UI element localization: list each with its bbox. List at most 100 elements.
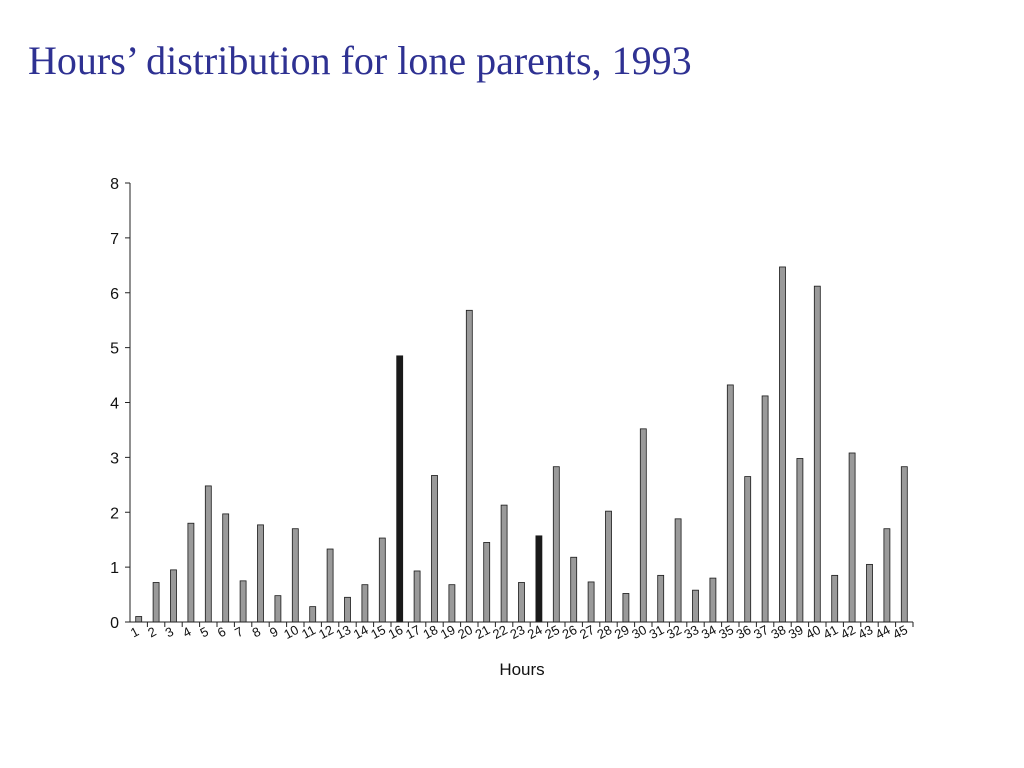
- bar-hours-10: [291, 528, 299, 623]
- x-tick-label: 4: [180, 624, 193, 641]
- x-axis: 1 2 3 4 5 6 7 8 9 1011121314151617181920212223242…: [128, 621, 914, 642]
- x-tick-label: 43: [855, 622, 875, 642]
- y-axis: 0 1 2 3 4 5 6 7 8: [110, 176, 131, 632]
- bar-hours-45: [900, 466, 908, 623]
- x-tick-label: 44: [873, 622, 893, 642]
- x-tick-label: 42: [838, 622, 858, 642]
- x-tick-label: 6: [215, 624, 228, 641]
- x-tick-label: 24: [525, 622, 545, 642]
- x-tick-label: 40: [803, 622, 823, 642]
- x-tick-label: 5: [197, 624, 210, 641]
- x-tick-label: 33: [681, 622, 701, 642]
- x-tick-label: 9: [267, 624, 280, 641]
- x-tick-label: 35: [716, 622, 736, 642]
- bar-hours-25: [552, 466, 560, 623]
- x-tick-label: 41: [821, 622, 841, 642]
- bar-hours-5: [204, 485, 212, 623]
- y-tick-label: 2: [110, 505, 119, 522]
- x-tick-label: 10: [281, 622, 301, 642]
- bar-hours-7: [239, 580, 247, 623]
- x-tick-label: 25: [542, 622, 562, 642]
- bar-hours-37: [761, 395, 769, 623]
- bar-hours-3: [170, 569, 177, 623]
- bar-hours-36: [744, 476, 752, 623]
- bar-hours-8: [257, 524, 264, 623]
- bar-hours-13: [344, 596, 351, 623]
- bar-hours-17: [413, 570, 421, 623]
- x-axis-label: Hours: [499, 660, 544, 679]
- x-tick-label: 2: [145, 624, 158, 641]
- y-tick-label: 4: [110, 396, 119, 413]
- x-tick-label: 12: [316, 622, 336, 642]
- bar-hours-1: [135, 616, 143, 623]
- x-tick-label: 27: [577, 622, 597, 642]
- x-tick-label: 31: [647, 622, 667, 642]
- y-tick-label: 7: [110, 231, 119, 248]
- bar-hours-4: [187, 522, 195, 623]
- bars: [135, 266, 908, 623]
- x-tick-label: 1: [128, 624, 141, 641]
- x-tick-label: 29: [612, 622, 632, 642]
- bar-hours-30: [639, 428, 647, 623]
- y-tick-label: 5: [110, 341, 119, 358]
- bar-hours-12: [326, 548, 334, 623]
- bar-hours-11: [309, 606, 317, 623]
- y-tick-label: 8: [110, 176, 119, 193]
- y-tick-label: 1: [110, 560, 119, 577]
- bar-hours-43: [866, 563, 873, 623]
- bar-hours-33: [692, 589, 699, 623]
- x-tick-label: 16: [386, 622, 406, 642]
- bar-hours-26: [570, 556, 578, 623]
- x-tick-label: 36: [734, 622, 754, 642]
- x-tick-label: 22: [490, 622, 510, 642]
- x-tick-label: 30: [629, 622, 649, 642]
- bar-hours-21: [483, 542, 491, 623]
- y-tick-label: 0: [110, 615, 119, 632]
- bar-hours-27: [587, 581, 595, 623]
- bar-hours-41: [831, 574, 839, 623]
- x-tick-label: 14: [351, 622, 371, 642]
- x-tick-label: 39: [786, 622, 806, 642]
- bar-hours-22: [500, 504, 508, 623]
- x-tick-label: 20: [455, 622, 475, 642]
- bar-hours-14: [361, 584, 369, 623]
- x-tick-label: 45: [890, 622, 910, 642]
- bar-hours-24: [535, 535, 543, 623]
- x-tick-label: 38: [768, 622, 788, 642]
- x-tick-label: 15: [368, 622, 388, 642]
- x-tick-label: 8: [250, 624, 263, 641]
- bar-hours-40: [813, 285, 821, 623]
- x-tick-label: 18: [420, 622, 440, 642]
- bar-hours-15: [378, 537, 386, 623]
- x-tick-label: 21: [473, 622, 493, 642]
- x-tick-label: 28: [594, 622, 614, 642]
- bar-hours-34: [709, 577, 717, 623]
- x-tick-label: 17: [403, 622, 423, 642]
- bar-hours-19: [448, 584, 456, 623]
- x-tick-label: 37: [751, 622, 771, 642]
- bar-hours-31: [657, 574, 665, 623]
- x-tick-label: 32: [664, 622, 684, 642]
- bar-hours-18: [431, 475, 438, 623]
- bar-hours-35: [726, 384, 734, 623]
- bar-hours-32: [674, 518, 682, 623]
- bar-hours-23: [518, 582, 525, 623]
- bar-hours-9: [274, 595, 282, 623]
- x-tick-label: 19: [438, 622, 458, 642]
- bar-hours-20: [465, 309, 473, 623]
- bar-hours-16: [396, 355, 404, 623]
- bar-hours-28: [605, 510, 612, 623]
- y-tick-label: 6: [110, 286, 119, 303]
- bar-hours-2: [152, 582, 160, 623]
- x-tick-label: 11: [299, 622, 318, 642]
- bar-hours-42: [848, 452, 856, 623]
- x-tick-label: 26: [560, 622, 580, 642]
- bar-hours-44: [883, 528, 891, 623]
- bar-hours-29: [622, 593, 630, 623]
- bar-hours-39: [796, 458, 804, 623]
- x-tick-label: 7: [232, 624, 245, 641]
- x-tick-label: 23: [507, 622, 527, 642]
- x-tick-label: 34: [699, 622, 719, 642]
- x-tick-label: 3: [163, 624, 176, 641]
